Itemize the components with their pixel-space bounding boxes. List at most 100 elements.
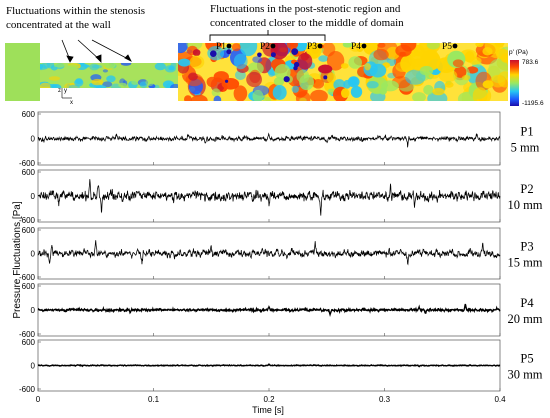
x-tick-label: 0	[36, 395, 41, 404]
series-name-label: P5	[520, 352, 533, 366]
annotation-right-line1: Fluctuations in the post-stenotic region…	[210, 3, 401, 15]
annotation-left-line1: Fluctuations within the stenosis	[6, 5, 145, 17]
y-tick-label: 600	[22, 338, 36, 347]
contour-patch	[341, 88, 350, 99]
contour-patch	[457, 91, 478, 101]
contour-patch	[42, 63, 51, 69]
contour-core	[323, 75, 328, 80]
contour-patch	[472, 87, 488, 101]
contour-patch	[299, 97, 307, 101]
contour-patch	[432, 87, 445, 96]
contour-patch	[67, 64, 79, 70]
contour-patch	[366, 81, 379, 89]
contour-patch	[154, 63, 166, 71]
series-distance-label: 20 mm	[507, 312, 542, 326]
contour-patch	[326, 51, 345, 71]
contour-patch	[233, 85, 248, 101]
contour-patch	[153, 84, 160, 88]
probe-label-p4: P4	[351, 42, 361, 52]
series-name-label: P3	[520, 240, 533, 254]
contour-patch	[239, 43, 258, 57]
contour-patch	[268, 69, 275, 77]
y-tick-label: 600	[22, 168, 36, 177]
contour-patch	[318, 64, 333, 74]
contour-patch	[426, 43, 440, 50]
annotation-bracket	[209, 34, 326, 41]
probe-marker-p2	[270, 43, 276, 49]
contour-patch	[327, 88, 334, 95]
colorbar: p' (Pa) 783.6 -1195.6	[509, 49, 544, 107]
contour-patch	[379, 87, 387, 95]
contour-patch	[47, 80, 57, 85]
x-tick-label: 0.4	[494, 395, 506, 404]
contour-patch	[164, 74, 177, 80]
y-tick-label: 0	[31, 135, 36, 144]
contour-patch	[340, 63, 349, 69]
contour-patch	[213, 95, 222, 101]
contour-patch	[184, 95, 192, 101]
inlet-region	[5, 43, 40, 101]
y-tick-label: 0	[31, 362, 36, 371]
y-tick-label: 0	[31, 306, 36, 315]
contour-patch	[40, 82, 51, 88]
series-line-p2	[37, 179, 501, 216]
panel-p2: 600 0 -600 P2 10 mm	[19, 168, 543, 225]
contour-patch	[395, 61, 411, 72]
contour-patch	[190, 94, 208, 101]
y-tick-label: 600	[22, 282, 36, 291]
probe-label-p3: P3	[307, 42, 317, 52]
contour-patch	[310, 89, 328, 101]
contour-patch	[92, 64, 102, 69]
axis-triad-x: x	[70, 100, 73, 106]
contour-patch	[188, 72, 198, 81]
y-tick-label: -600	[19, 159, 36, 168]
contour-patch	[132, 64, 139, 69]
contour-patch	[291, 85, 299, 93]
series-distance-label: 15 mm	[507, 256, 542, 270]
series-distance-label: 5 mm	[511, 141, 540, 155]
y-tick-label: 600	[22, 226, 36, 235]
contour-patch	[412, 92, 426, 101]
contour-patch	[490, 74, 506, 88]
contour-patch	[120, 63, 132, 66]
annotation-arrows	[61, 39, 132, 63]
contour-patch	[318, 55, 329, 62]
probe-marker-p3	[317, 43, 323, 49]
y-tick-label: 0	[31, 250, 36, 259]
series-name-label: P2	[520, 182, 533, 196]
x-tick-label: 0.3	[379, 395, 391, 404]
x-tick-label: 0.1	[148, 395, 160, 404]
contour-patch	[347, 76, 360, 88]
colorbar-title: p' (Pa)	[509, 49, 528, 56]
contour-patch	[53, 63, 65, 68]
contour-patch	[395, 44, 412, 57]
contour-patch	[468, 56, 482, 65]
colorbar-max: 783.6	[522, 59, 539, 66]
contour-patch	[83, 64, 90, 68]
contour-patch	[272, 85, 287, 100]
contour-patch	[484, 43, 501, 55]
contour-patch	[106, 75, 116, 83]
contour-core	[225, 79, 229, 83]
contour-patch	[364, 62, 371, 71]
contour-core	[210, 50, 217, 57]
contour-patch	[444, 81, 454, 88]
contour-patch	[342, 43, 353, 48]
probe-label-p1: P1	[216, 42, 226, 52]
y-tick-label: 600	[22, 110, 36, 119]
contour-patch	[131, 79, 139, 85]
contour-patch	[178, 58, 191, 67]
series-name-label: P4	[520, 296, 534, 310]
contour-patch	[118, 82, 127, 88]
contour-patch	[405, 69, 426, 85]
contour-patch	[211, 88, 221, 97]
contour-patch	[348, 56, 363, 69]
x-axis-label: Time [s]	[252, 405, 284, 415]
contour-core	[270, 52, 276, 58]
contour-patch	[206, 76, 218, 88]
contour-patch	[189, 55, 205, 69]
contour-patch	[286, 43, 299, 50]
